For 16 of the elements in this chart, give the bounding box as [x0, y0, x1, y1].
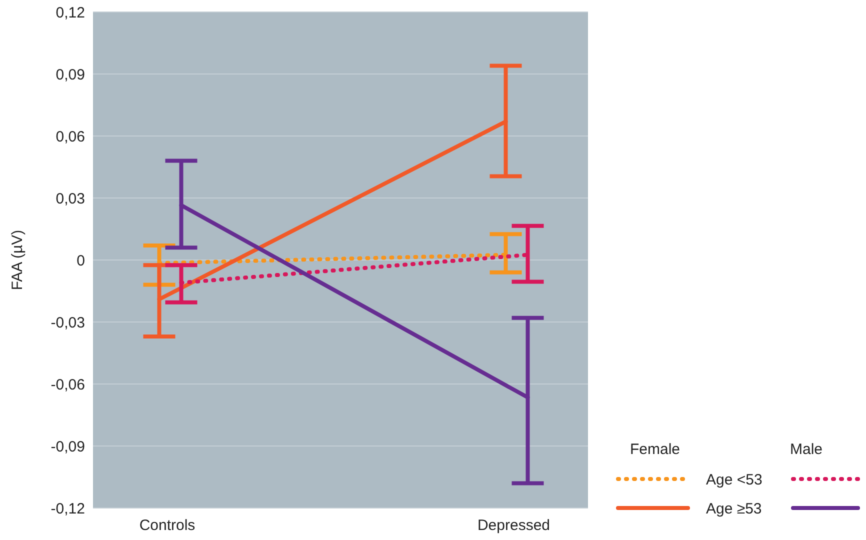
legend-label: Age ≥53 [706, 500, 762, 518]
x-tick-label: Depressed [477, 517, 550, 534]
legend-label: Age <53 [706, 471, 762, 488]
y-tick-label: -0,12 [50, 500, 85, 518]
text: Female [630, 441, 680, 458]
y-tick-label: 0,03 [56, 190, 85, 208]
y-tick-label: -0,06 [50, 376, 85, 394]
y-tick-label: 0,09 [56, 66, 85, 84]
y-tick-label: 0,06 [56, 128, 85, 146]
y-tick-label: -0,09 [50, 438, 85, 456]
x-tick-label: Controls [139, 517, 196, 534]
y-axis-title: FAA (µV) [9, 230, 26, 290]
y-tick-label: 0,12 [56, 4, 85, 22]
y-tick-label: 0 [76, 252, 85, 270]
text: Male [790, 441, 823, 458]
y-tick-label: -0,03 [50, 314, 85, 332]
